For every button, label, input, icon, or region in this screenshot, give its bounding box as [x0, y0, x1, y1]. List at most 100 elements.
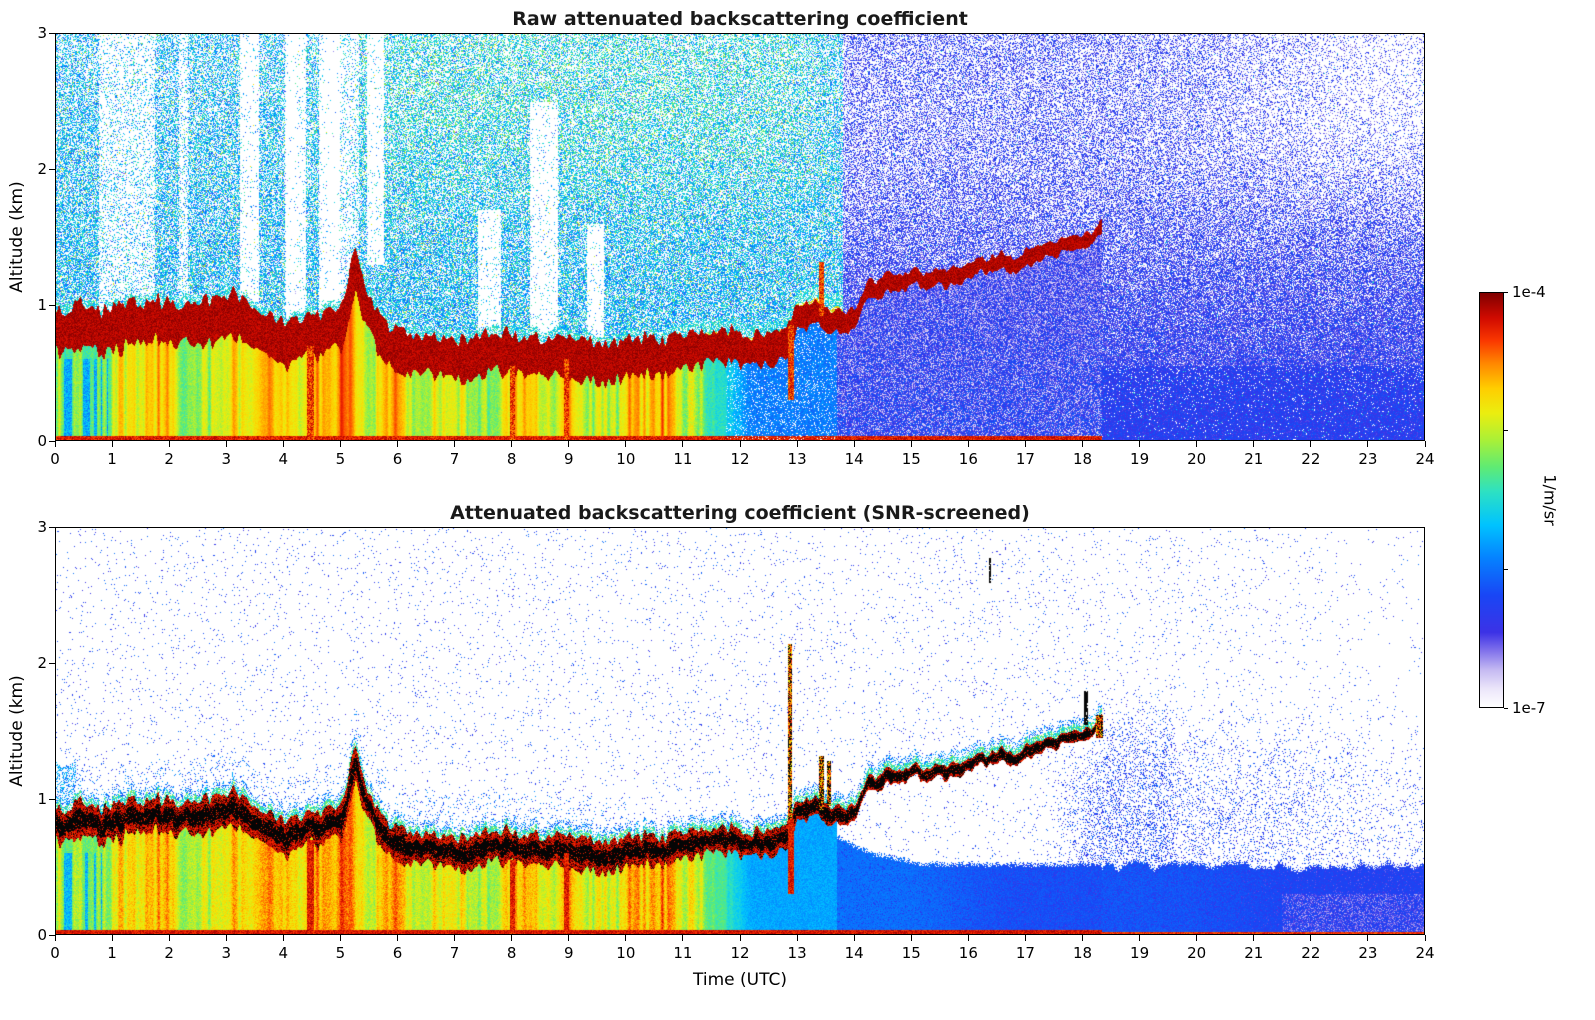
- x-axis-label: Time (UTC): [693, 970, 787, 990]
- x-tick-label: 12: [730, 944, 750, 962]
- colorbar-tick: [1504, 291, 1508, 293]
- x-tick: [339, 935, 341, 941]
- x-tick-label: 1: [107, 944, 117, 962]
- x-tick-label: 14: [844, 944, 864, 962]
- raw-y-axis-label: Altitude (km): [7, 181, 27, 293]
- x-tick: [511, 935, 513, 941]
- y-tick: [49, 798, 55, 800]
- x-tick: [282, 935, 284, 941]
- x-tick-label: 2: [164, 450, 174, 468]
- x-tick-label: 18: [1072, 944, 1093, 962]
- screened-panel-title: Attenuated backscattering coefficient (S…: [450, 502, 1030, 524]
- x-tick-label: 22: [1301, 450, 1321, 468]
- x-tick: [1139, 441, 1141, 447]
- x-tick-label: 4: [278, 944, 289, 962]
- x-tick: [225, 441, 227, 447]
- x-tick-label: 6: [392, 944, 403, 962]
- colorbar-min-label: 1e-7: [1512, 699, 1546, 717]
- x-tick: [1253, 441, 1255, 447]
- x-tick: [54, 441, 56, 447]
- y-tick: [49, 662, 55, 664]
- x-tick: [1082, 935, 1083, 941]
- colorbar-tick: [1504, 707, 1508, 709]
- x-tick-label: 9: [563, 944, 574, 962]
- x-tick: [454, 441, 456, 447]
- x-tick: [397, 441, 398, 447]
- screened-heatmap-canvas: [56, 528, 1424, 934]
- x-tick: [111, 441, 113, 447]
- x-tick-label: 16: [958, 450, 978, 468]
- x-tick-label: 14: [844, 450, 864, 468]
- x-tick: [168, 441, 170, 447]
- x-tick-label: 6: [392, 450, 403, 468]
- x-tick-label: 3: [221, 944, 232, 962]
- x-tick-label: 7: [449, 450, 460, 468]
- x-tick: [853, 441, 855, 447]
- y-tick: [49, 304, 55, 306]
- x-tick-label: 17: [1015, 944, 1035, 962]
- colorbar: [1479, 292, 1504, 708]
- raw-panel-title: Raw attenuated backscattering coefficien…: [512, 8, 968, 30]
- y-tick-label: 1: [37, 790, 47, 808]
- x-tick-label: 3: [221, 450, 232, 468]
- screened-y-axis-label: Altitude (km): [7, 675, 27, 787]
- x-tick-label: 8: [506, 450, 517, 468]
- x-tick-label: 23: [1358, 450, 1378, 468]
- y-tick: [49, 526, 55, 528]
- x-tick-label: 20: [1187, 450, 1207, 468]
- x-tick: [339, 441, 341, 447]
- x-tick: [1253, 935, 1255, 941]
- y-tick-label: 2: [37, 160, 47, 178]
- x-tick: [54, 935, 56, 941]
- x-tick: [1310, 935, 1312, 941]
- x-tick: [168, 935, 170, 941]
- x-tick: [682, 935, 684, 941]
- x-tick-label: 16: [958, 944, 978, 962]
- x-tick-label: 4: [278, 450, 289, 468]
- y-tick: [49, 934, 55, 936]
- y-tick-label: 1: [37, 296, 47, 314]
- x-tick: [397, 935, 398, 941]
- x-tick: [910, 441, 912, 447]
- x-tick: [796, 935, 798, 941]
- x-tick: [739, 935, 741, 941]
- x-tick-label: 8: [506, 944, 517, 962]
- x-tick: [225, 935, 227, 941]
- x-tick-label: 0: [50, 944, 60, 962]
- x-tick: [1139, 935, 1141, 941]
- y-tick-label: 3: [37, 518, 47, 536]
- x-tick-label: 5: [335, 944, 346, 962]
- x-tick: [454, 935, 456, 941]
- x-tick-label: 19: [1130, 944, 1150, 962]
- x-tick-label: 21: [1244, 944, 1264, 962]
- x-tick-label: 0: [50, 450, 60, 468]
- x-tick: [1367, 935, 1369, 941]
- x-tick: [625, 935, 627, 941]
- screened-panel: [55, 527, 1425, 935]
- x-tick-label: 10: [616, 944, 636, 962]
- y-tick: [49, 440, 55, 442]
- x-tick: [282, 441, 284, 447]
- x-tick: [853, 935, 855, 941]
- x-tick-label: 7: [449, 944, 460, 962]
- x-tick-label: 10: [616, 450, 636, 468]
- x-tick-label: 20: [1187, 944, 1207, 962]
- x-tick: [568, 441, 570, 447]
- y-tick-label: 0: [37, 432, 47, 450]
- raw-panel: [55, 33, 1425, 441]
- x-tick-label: 9: [563, 450, 574, 468]
- x-tick: [796, 441, 798, 447]
- x-tick-label: 13: [787, 450, 807, 468]
- x-tick: [739, 441, 741, 447]
- x-tick: [1367, 441, 1369, 447]
- x-tick-label: 18: [1072, 450, 1093, 468]
- raw-heatmap-canvas: [56, 34, 1424, 440]
- x-tick-label: 22: [1301, 944, 1321, 962]
- x-tick: [625, 441, 627, 447]
- x-tick: [1196, 935, 1198, 941]
- y-tick: [49, 32, 55, 34]
- x-tick: [967, 935, 969, 941]
- colorbar-tick: [1504, 568, 1508, 570]
- y-tick-label: 2: [37, 654, 47, 672]
